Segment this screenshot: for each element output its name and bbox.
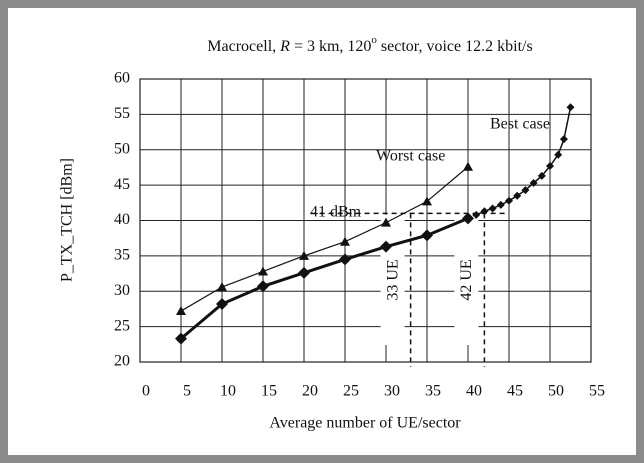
marker	[554, 150, 563, 159]
marker	[339, 253, 351, 266]
marker	[257, 280, 269, 293]
marker	[299, 250, 309, 260]
y-tick-label: 45	[114, 176, 130, 193]
marker	[480, 207, 489, 216]
marker	[422, 196, 432, 206]
annotation: 41 dBm	[310, 204, 362, 221]
y-tick-label: 50	[114, 140, 130, 157]
chart-title: Macrocell, R = 3 km, 120o sector, voice …	[207, 34, 532, 55]
marker	[175, 332, 187, 345]
annotation: 33 UE	[384, 259, 401, 300]
marker	[472, 210, 481, 219]
marker	[216, 297, 228, 310]
annotation-bg	[380, 215, 405, 345]
y-tick-label: 60	[114, 70, 130, 87]
marker	[298, 266, 310, 279]
marker	[381, 217, 391, 227]
y-axis-label: P_TX_TCH [dBm]	[59, 158, 76, 282]
marker	[463, 161, 473, 171]
marker	[421, 229, 433, 242]
x-tick-label: 20	[302, 383, 318, 400]
y-tick-label: 20	[114, 353, 130, 370]
y-tick-label: 40	[114, 211, 130, 228]
plot-border	[139, 78, 592, 363]
x-axis-label: Average number of UE/sector	[269, 415, 461, 432]
y-tick-label: 35	[114, 247, 130, 264]
x-tick-label: 45	[507, 383, 523, 400]
marker	[521, 186, 530, 195]
marker	[488, 204, 497, 213]
annotation: Worst case	[376, 148, 445, 165]
x-tick-label: 5	[183, 383, 191, 400]
y-tick-label: 25	[114, 317, 130, 334]
marker	[537, 171, 546, 180]
marker	[217, 282, 227, 292]
marker	[546, 162, 554, 171]
x-tick-label: 50	[548, 383, 564, 400]
x-tick-label: 0	[142, 383, 150, 400]
marker	[340, 236, 350, 246]
marker	[529, 179, 538, 188]
annotation: Best case	[490, 116, 550, 133]
series-line	[180, 166, 469, 312]
marker	[380, 240, 392, 253]
marker	[258, 266, 268, 276]
x-tick-label: 35	[425, 383, 441, 400]
y-tick-label: 30	[114, 282, 130, 299]
x-tick-label: 40	[466, 383, 482, 400]
y-tick-label: 55	[114, 105, 130, 122]
marker	[462, 212, 474, 225]
x-tick-label: 55	[589, 383, 605, 400]
x-tick-label: 25	[343, 383, 359, 400]
marker	[496, 200, 505, 209]
x-tick-label: 30	[384, 383, 400, 400]
x-tick-label: 10	[220, 383, 236, 400]
annotation: 42 UE	[458, 259, 475, 300]
marker	[566, 103, 575, 112]
marker	[513, 191, 522, 200]
marker	[176, 306, 186, 316]
marker	[505, 196, 513, 205]
series-line	[180, 216, 469, 340]
annotation-bg	[454, 215, 479, 345]
x-tick-label: 15	[261, 383, 277, 400]
marker	[559, 135, 568, 144]
